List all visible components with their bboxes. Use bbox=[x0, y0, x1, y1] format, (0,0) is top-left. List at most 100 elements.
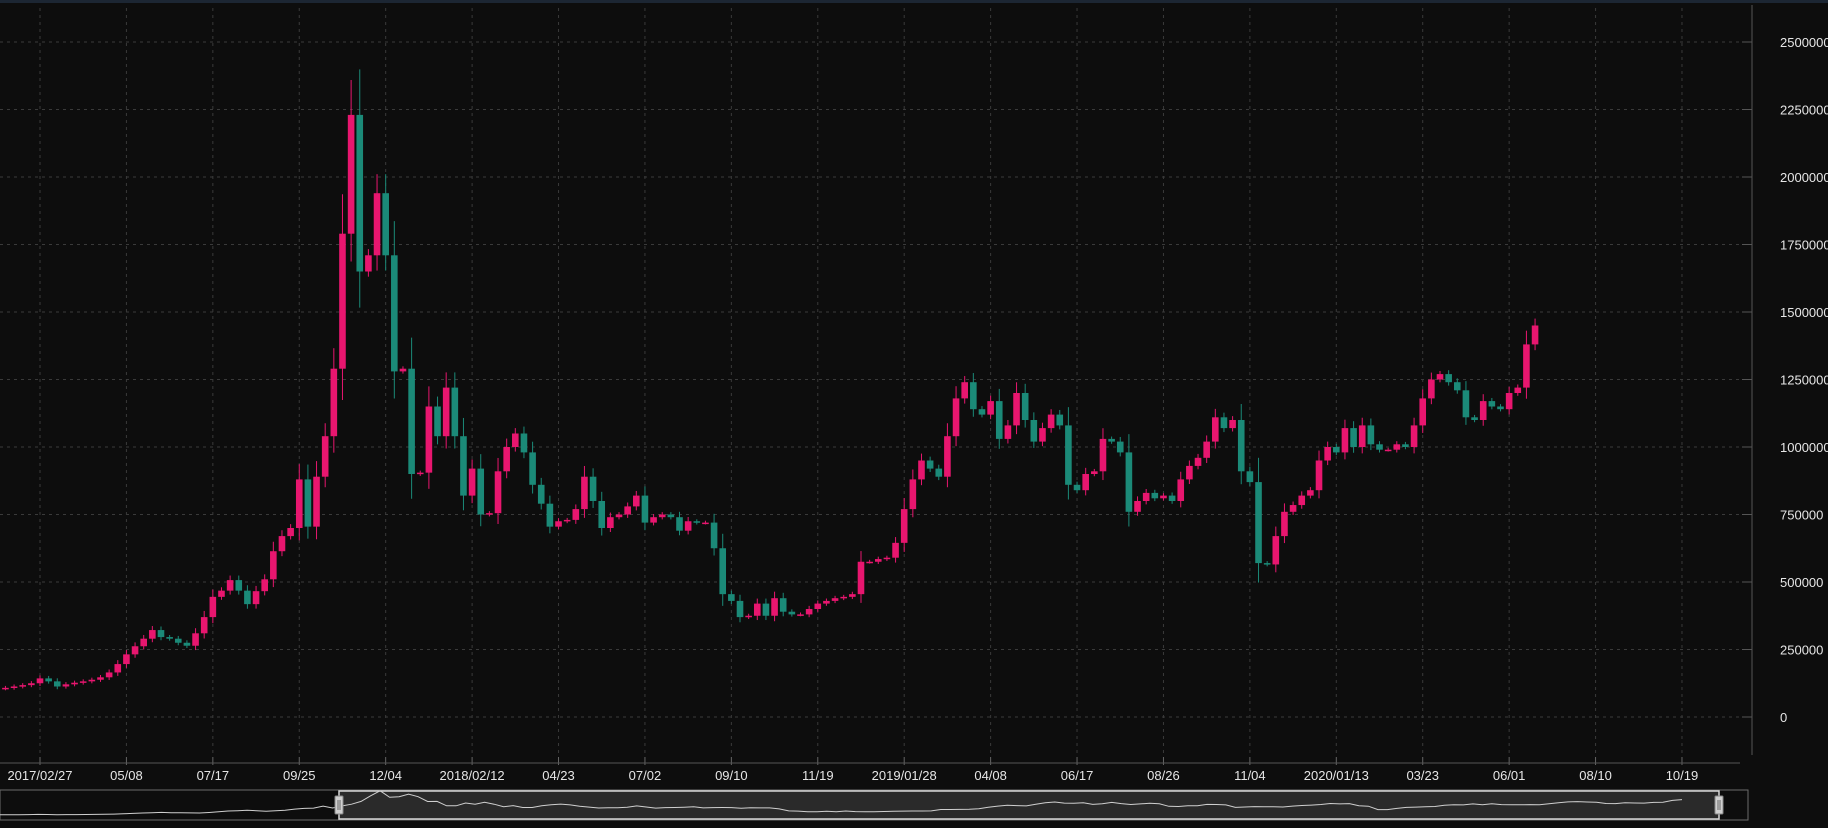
candle-body bbox=[45, 678, 52, 682]
y-tick-label: 500000 bbox=[1780, 575, 1823, 590]
candle-body bbox=[1410, 425, 1418, 447]
candle-body bbox=[1039, 428, 1046, 442]
candle-body bbox=[823, 600, 830, 604]
top-border bbox=[0, 0, 1828, 3]
candle-body bbox=[866, 561, 873, 564]
candle-body bbox=[728, 594, 735, 601]
candle-body bbox=[1229, 420, 1236, 429]
candle-body bbox=[537, 484, 545, 504]
candle-body bbox=[192, 633, 199, 646]
candle-body bbox=[36, 678, 44, 684]
navigator[interactable] bbox=[0, 789, 1749, 821]
candle-body bbox=[667, 514, 675, 518]
candle-body bbox=[503, 447, 510, 472]
candle-body bbox=[1013, 393, 1020, 426]
candle-body bbox=[88, 679, 96, 682]
candle-body bbox=[779, 598, 787, 612]
candle-body bbox=[944, 436, 951, 477]
candle-body bbox=[1056, 414, 1064, 426]
candle-body bbox=[140, 638, 148, 647]
candle-body bbox=[287, 528, 294, 537]
candle-body bbox=[53, 681, 61, 687]
candle-body bbox=[1116, 441, 1124, 453]
candle-body bbox=[892, 542, 899, 558]
candle-body bbox=[174, 638, 182, 643]
y-tick-label: 2500000 bbox=[1780, 35, 1828, 50]
candle-body bbox=[1488, 401, 1496, 407]
candle-body bbox=[2, 687, 9, 690]
candle-body bbox=[572, 509, 580, 520]
candle-body bbox=[1497, 406, 1504, 410]
candle-body bbox=[788, 611, 796, 615]
candle-body bbox=[840, 596, 848, 599]
x-tick-label: 08/26 bbox=[1147, 768, 1180, 783]
y-tick-label: 1500000 bbox=[1780, 305, 1828, 320]
candle-body bbox=[330, 368, 338, 437]
candle-body bbox=[529, 452, 536, 485]
candle-body bbox=[900, 509, 908, 543]
candle-body bbox=[451, 387, 459, 437]
candle-body bbox=[304, 479, 312, 527]
candle-body bbox=[1134, 501, 1141, 512]
candle-body bbox=[520, 433, 528, 453]
y-tick-label: 250000 bbox=[1780, 643, 1823, 658]
navigator-handle bbox=[1714, 795, 1724, 815]
candle-body bbox=[1237, 420, 1245, 472]
candle-body bbox=[978, 409, 986, 415]
candle-body bbox=[28, 683, 35, 686]
candle-body bbox=[926, 460, 934, 469]
candle-body bbox=[382, 193, 389, 256]
candle-body bbox=[391, 255, 398, 372]
candle-body bbox=[719, 548, 727, 595]
y-tick-label: 750000 bbox=[1780, 508, 1823, 523]
x-tick-label: 03/23 bbox=[1406, 768, 1439, 783]
candle-body bbox=[581, 476, 588, 510]
candle-body bbox=[615, 514, 623, 518]
candle-body bbox=[935, 468, 943, 477]
candle-body bbox=[1091, 471, 1098, 474]
candle-body bbox=[313, 476, 320, 527]
candle-body bbox=[486, 513, 493, 515]
candle-body bbox=[1212, 417, 1219, 442]
candle-body bbox=[1021, 393, 1029, 420]
candle-body bbox=[857, 561, 865, 595]
candle-body bbox=[970, 382, 977, 410]
y-tick-label: 1750000 bbox=[1780, 238, 1828, 253]
candle-body bbox=[1479, 401, 1487, 420]
candle-body bbox=[477, 468, 485, 515]
candle-body bbox=[460, 436, 467, 496]
candle-body bbox=[874, 559, 882, 562]
candle-body bbox=[408, 368, 415, 474]
y-tick-label: 2000000 bbox=[1780, 170, 1828, 185]
candle-body bbox=[79, 681, 87, 683]
candle-body bbox=[209, 596, 217, 618]
candle-body bbox=[356, 114, 364, 272]
candle-body bbox=[62, 684, 70, 687]
candle-body bbox=[1445, 374, 1452, 383]
candle-body bbox=[1030, 420, 1038, 442]
candle-body bbox=[1298, 495, 1306, 506]
candle-body bbox=[1453, 382, 1461, 391]
candle-body bbox=[736, 600, 744, 618]
candle-body bbox=[1125, 452, 1133, 512]
candle-body bbox=[1419, 398, 1427, 426]
candle-body bbox=[797, 614, 804, 616]
x-tick-label: 2019/01/28 bbox=[872, 768, 937, 783]
candle-body bbox=[1402, 444, 1409, 447]
candle-body bbox=[1047, 414, 1055, 429]
candle-body bbox=[339, 233, 346, 369]
candle-body bbox=[684, 521, 692, 531]
candle-body bbox=[1471, 417, 1478, 420]
candle-body bbox=[468, 468, 476, 496]
candle-body bbox=[399, 368, 407, 372]
candle-body bbox=[1315, 460, 1323, 491]
x-tick-label: 10/19 bbox=[1666, 768, 1699, 783]
candle-body bbox=[1142, 492, 1150, 501]
candle-body bbox=[1531, 325, 1539, 345]
candle-body bbox=[1151, 492, 1159, 499]
candle-body bbox=[632, 495, 640, 507]
candle-body bbox=[918, 460, 925, 480]
candle-body bbox=[831, 598, 839, 601]
candle-body bbox=[961, 382, 968, 399]
